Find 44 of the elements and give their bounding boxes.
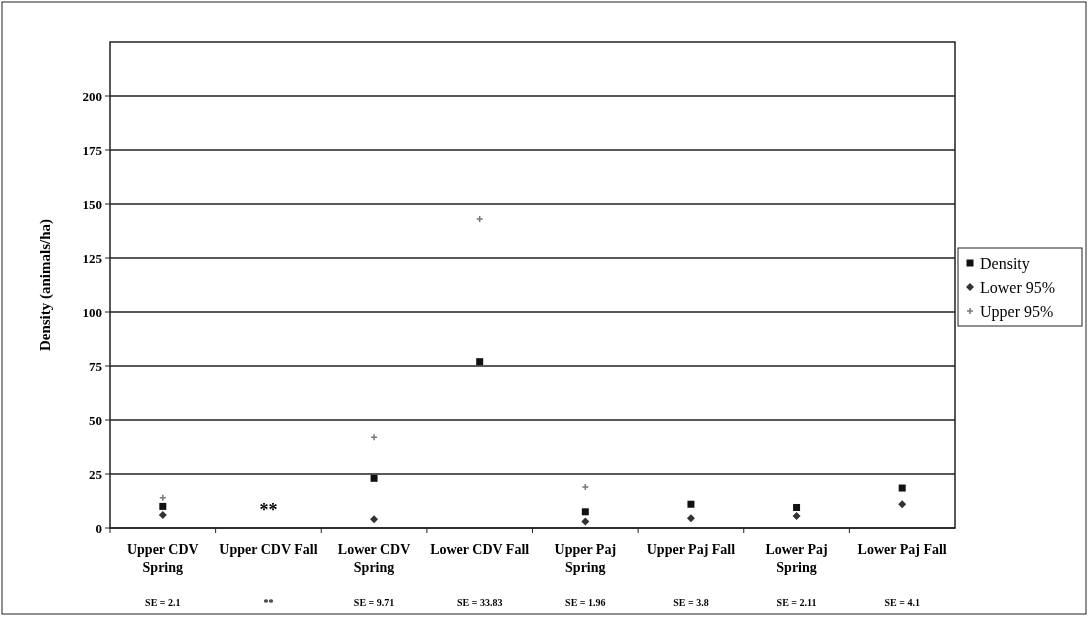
y-tick-label: 0 [95, 520, 102, 536]
text: SE = 33.83 [456, 597, 503, 608]
point [370, 474, 378, 482]
point [476, 358, 484, 366]
y-axis-title: Density (animals/ha) [37, 218, 54, 352]
text: ** [263, 597, 274, 608]
y-tick-label: 75 [89, 358, 103, 374]
y-tick-label: 200 [82, 88, 102, 104]
point [581, 508, 589, 516]
x-tick-label: Upper CDV Spring [126, 542, 199, 575]
y-tick-label: 100 [82, 304, 102, 320]
text: SE = 4.1 [884, 597, 920, 608]
point [159, 494, 167, 502]
text: SE = 1.96 [565, 597, 606, 608]
annotation: ** [259, 500, 278, 521]
legend-label: Density [980, 254, 1030, 273]
text: SE = 9.71 [353, 597, 395, 608]
text: SE = 2.1 [145, 597, 181, 608]
x-tick-label: Upper CDV Fall [219, 542, 318, 557]
legend-label: Upper 95% [980, 302, 1054, 321]
point [898, 500, 907, 509]
point [370, 515, 379, 524]
x-tick-label: Upper Paj Spring [554, 542, 617, 575]
point [159, 502, 167, 510]
x-tick-label: Lower CDV Spring [337, 542, 411, 575]
point [158, 511, 167, 520]
point [581, 517, 590, 526]
point [898, 484, 906, 492]
x-tick-label: Lower CDV Fall [430, 542, 530, 557]
y-tick-label: 125 [82, 250, 103, 266]
text: SE = 2.11 [776, 597, 817, 608]
point [793, 503, 801, 511]
x-tick-label: Lower Paj Spring [765, 542, 828, 575]
legend-label: Lower 95% [980, 278, 1056, 296]
y-tick-label: 25 [89, 466, 103, 482]
y-tick-label: 175 [82, 142, 103, 158]
text: SE = 3.8 [673, 597, 709, 608]
point [686, 514, 695, 523]
y-tick-label: 150 [82, 196, 102, 212]
x-tick-label: Upper Paj Fall [646, 542, 736, 557]
point [792, 512, 801, 521]
point [687, 500, 695, 508]
x-tick-label: Lower Paj Fall [857, 542, 947, 557]
y-tick-label: 50 [89, 412, 102, 428]
